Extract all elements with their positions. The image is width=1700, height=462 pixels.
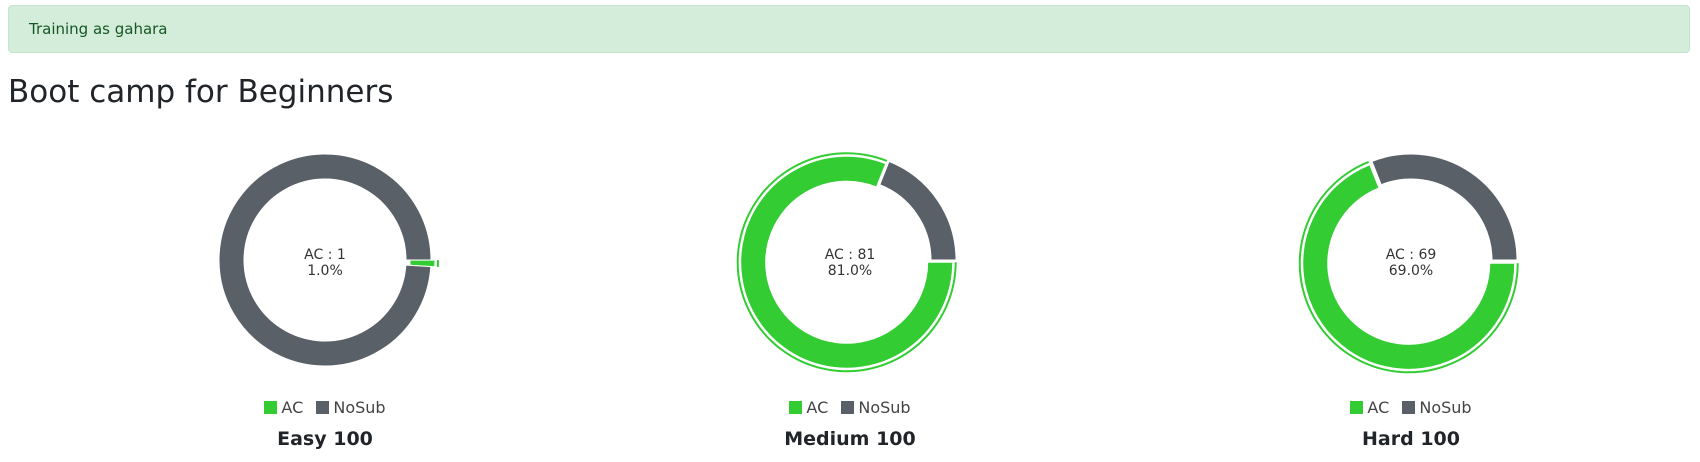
legend-item-ac[interactable]: AC bbox=[789, 398, 828, 418]
legend-label-ac: AC bbox=[806, 398, 829, 417]
legend-label-ac: AC bbox=[281, 398, 304, 417]
chart-card-medium: AC : 81 81.0% AC NoSub Medium 100 bbox=[650, 140, 1050, 462]
center-count: AC : 1 bbox=[304, 247, 346, 263]
legend-item-nosub[interactable]: NoSub bbox=[1402, 398, 1472, 418]
legend-swatch-nosub bbox=[316, 401, 330, 414]
legend-label-nosub: NoSub bbox=[1419, 398, 1472, 417]
donut-center-text: AC : 69 69.0% bbox=[1386, 247, 1437, 279]
chart-card-easy: AC : 1 1.0% AC NoSub Easy 100 bbox=[125, 140, 525, 462]
center-percent: 69.0% bbox=[1389, 263, 1433, 279]
center-percent: 1.0% bbox=[307, 263, 343, 279]
chart-label-medium: Medium 100 bbox=[784, 428, 916, 450]
donut-chart-hard: AC : 69 69.0% bbox=[1298, 153, 1519, 374]
chart-row: AC : 1 1.0% AC NoSub Easy 100 AC : 81 81.0… bbox=[0, 140, 1700, 462]
chart-label-easy: Easy 100 bbox=[277, 428, 373, 450]
slice-ac[interactable] bbox=[736, 152, 957, 373]
chart-label-hard: Hard 100 bbox=[1362, 428, 1460, 450]
center-count: AC : 69 bbox=[1386, 247, 1437, 263]
center-percent: 81.0% bbox=[828, 263, 872, 279]
legend-item-nosub[interactable]: NoSub bbox=[316, 398, 386, 418]
page-title: Boot camp for Beginners bbox=[8, 74, 394, 110]
chart-legend: AC NoSub bbox=[125, 398, 525, 418]
alert-text: Training as gahara bbox=[29, 20, 168, 38]
center-count: AC : 81 bbox=[825, 247, 876, 263]
slice-nosub[interactable] bbox=[218, 153, 432, 367]
alert-banner: Training as gahara bbox=[8, 5, 1690, 53]
legend-label-ac: AC bbox=[1367, 398, 1390, 417]
legend-item-ac[interactable]: AC bbox=[264, 398, 303, 418]
legend-label-nosub: NoSub bbox=[333, 398, 386, 417]
donut-center-text: AC : 81 81.0% bbox=[825, 247, 876, 279]
chart-legend: AC NoSub bbox=[1211, 398, 1611, 418]
legend-swatch-nosub bbox=[1402, 401, 1416, 414]
donut-center-text: AC : 1 1.0% bbox=[304, 247, 346, 279]
donut-chart-medium: AC : 81 81.0% bbox=[736, 152, 957, 373]
donut-chart-easy: AC : 1 1.0% bbox=[218, 153, 439, 367]
slice-nosub[interactable] bbox=[879, 160, 957, 261]
slice-ac[interactable] bbox=[1298, 161, 1519, 374]
legend-swatch-ac bbox=[264, 401, 278, 414]
legend-label-nosub: NoSub bbox=[858, 398, 911, 417]
legend-item-ac[interactable]: AC bbox=[1350, 398, 1389, 418]
chart-legend: AC NoSub bbox=[650, 398, 1050, 418]
legend-item-nosub[interactable]: NoSub bbox=[841, 398, 911, 418]
legend-swatch-ac bbox=[1350, 401, 1364, 414]
slice-nosub[interactable] bbox=[1371, 153, 1518, 261]
legend-swatch-ac bbox=[789, 401, 803, 414]
slice-highlight-ring bbox=[436, 260, 439, 268]
chart-card-hard: AC : 69 69.0% AC NoSub Hard 100 bbox=[1211, 140, 1611, 462]
legend-swatch-nosub bbox=[841, 401, 855, 414]
